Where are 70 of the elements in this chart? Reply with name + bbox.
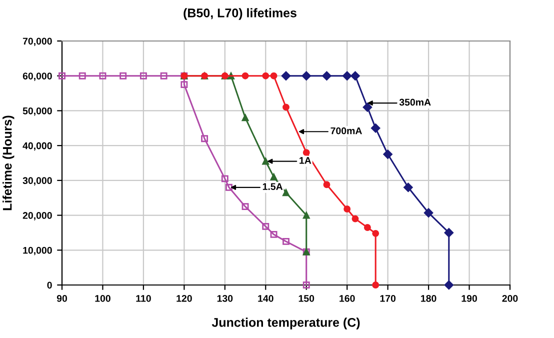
point (281, 71, 291, 80)
point (201, 135, 208, 142)
point (404, 182, 413, 192)
point (302, 71, 311, 80)
point (362, 102, 372, 112)
point (160, 72, 168, 80)
y-tick-label: 70,000 (22, 38, 52, 46)
point (262, 158, 270, 165)
point (226, 184, 232, 191)
x-tick-label: 120 (176, 294, 192, 302)
annotation: 700mA (330, 127, 362, 134)
point (140, 72, 147, 80)
x-tick-label: 170 (380, 294, 396, 302)
point (344, 206, 351, 212)
point (370, 124, 380, 133)
y-tick-label: 40,000 (22, 142, 52, 151)
point (242, 114, 249, 122)
point (302, 149, 310, 156)
x-tick-label: 130 (217, 294, 233, 302)
x-tick-label: 110 (136, 294, 151, 302)
point (364, 224, 371, 231)
point (180, 81, 188, 88)
point (270, 72, 278, 80)
point (372, 230, 380, 237)
point (221, 175, 228, 182)
y-tick-label: 30,000 (22, 177, 52, 186)
point (424, 208, 434, 218)
point (323, 181, 330, 188)
x-tick-label: 140 (258, 294, 274, 302)
point (99, 72, 106, 80)
x-tick-label: 190 (462, 294, 477, 302)
point (302, 212, 310, 219)
point (242, 203, 249, 210)
point (282, 238, 290, 245)
point (302, 282, 310, 288)
x-tick-label: 90 (56, 294, 68, 302)
annotation: 1.5A (262, 183, 283, 190)
point (120, 72, 127, 80)
point (444, 228, 454, 238)
point (282, 104, 290, 111)
y-tick-label: 10,000 (23, 246, 52, 256)
x-tick-label: 160 (340, 294, 355, 302)
x-tick-label: 180 (421, 294, 436, 302)
point (372, 282, 380, 288)
point (350, 71, 360, 80)
annotation: 350mA (399, 98, 431, 106)
x-tick-label: 200 (502, 294, 518, 302)
point (282, 189, 290, 196)
y-tick-label: 60,000 (22, 72, 52, 81)
x-tick-label: 100 (95, 294, 110, 302)
point (322, 71, 332, 80)
y-axis-title: Lifetime (Hours) (2, 116, 14, 210)
y-tick-label: 50,000 (22, 107, 52, 116)
x-tick-label: 150 (298, 294, 314, 302)
point (58, 72, 66, 80)
x-axis-title: Junction temperature (C) (212, 318, 360, 330)
point (262, 222, 270, 230)
point (270, 173, 278, 180)
point (242, 72, 249, 80)
point (383, 150, 392, 159)
y-tick-label: 20,000 (22, 212, 52, 220)
chart-title: (B50, L70) lifetimes (184, 8, 296, 20)
y-tick-label: 0 (47, 282, 52, 289)
annotation: 1A (300, 157, 312, 164)
point (270, 230, 278, 238)
point (352, 215, 359, 222)
point (444, 280, 454, 290)
point (262, 72, 270, 80)
point (342, 71, 352, 80)
point (78, 72, 86, 80)
